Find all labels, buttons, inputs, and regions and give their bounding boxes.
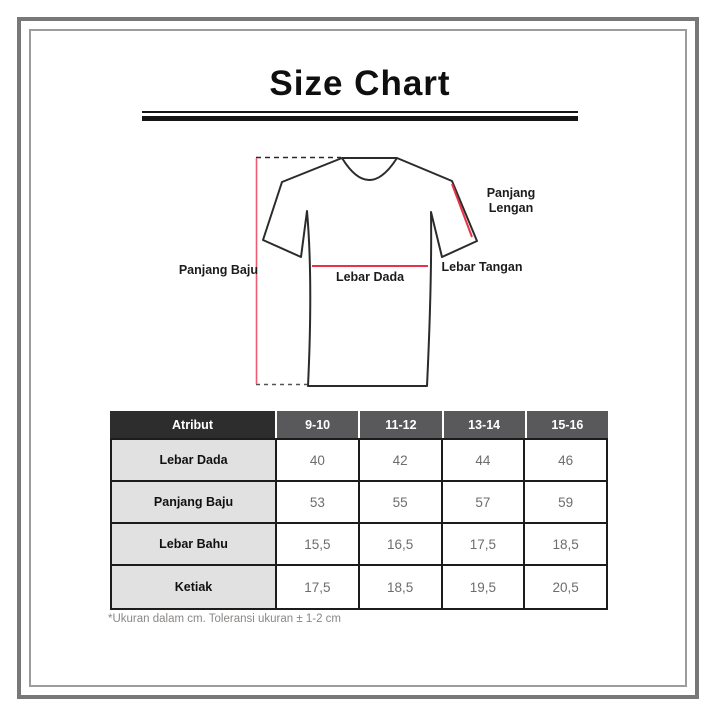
title-rule-thick bbox=[142, 116, 578, 121]
cell-value: 53 bbox=[277, 482, 360, 522]
title-rule-thin bbox=[142, 111, 578, 113]
cell-value: 20,5 bbox=[525, 566, 606, 608]
row-label: Panjang Baju bbox=[112, 482, 277, 522]
table-row-lebar-dada: Lebar Dada 40 42 44 46 bbox=[112, 440, 606, 482]
page-title: Size Chart bbox=[269, 64, 451, 103]
outer-frame-border bbox=[17, 17, 699, 699]
cell-value: 46 bbox=[525, 440, 606, 480]
header-cell-atribut: Atribut bbox=[110, 411, 277, 438]
row-label: Lebar Bahu bbox=[112, 524, 277, 564]
lebar-tangan-label: Lebar Tangan bbox=[441, 260, 523, 274]
cell-value: 55 bbox=[359, 482, 443, 522]
inner-frame-border bbox=[29, 29, 687, 687]
panjang-lengan-measure-line bbox=[451, 183, 473, 238]
cell-value: 40 bbox=[277, 440, 360, 480]
panjang-baju-label: Panjang Baju bbox=[178, 263, 258, 277]
cell-value: 17,5 bbox=[277, 566, 360, 608]
size-table: Atribut 9-10 11-12 13-14 15-16 Lebar Dad… bbox=[110, 411, 608, 610]
cell-value: 59 bbox=[525, 482, 606, 522]
cell-value: 16,5 bbox=[359, 524, 443, 564]
cell-value: 19,5 bbox=[442, 566, 526, 608]
cell-value: 44 bbox=[442, 440, 526, 480]
table-row-ketiak: Ketiak 17,5 18,5 19,5 20,5 bbox=[112, 566, 606, 608]
tshirt-outline bbox=[262, 157, 478, 387]
row-label: Ketiak bbox=[112, 566, 277, 608]
panjang-lengan-label: Panjang Lengan bbox=[486, 186, 536, 215]
size-table-header-row: Atribut 9-10 11-12 13-14 15-16 bbox=[110, 411, 608, 438]
cell-value: 42 bbox=[359, 440, 443, 480]
table-row-panjang-baju: Panjang Baju 53 55 57 59 bbox=[112, 482, 606, 524]
tshirt-measurement-diagram bbox=[255, 156, 478, 387]
cell-value: 18,5 bbox=[525, 524, 606, 564]
header-cell-size-9-10: 9-10 bbox=[277, 411, 361, 438]
cell-value: 57 bbox=[442, 482, 526, 522]
header-cell-size-15-16: 15-16 bbox=[526, 411, 608, 438]
measurement-footnote: *Ukuran dalam cm. Toleransi ukuran ± 1-2… bbox=[108, 613, 341, 625]
header-cell-size-11-12: 11-12 bbox=[360, 411, 444, 438]
lebar-dada-label: Lebar Dada bbox=[335, 270, 405, 284]
size-table-body: Lebar Dada 40 42 44 46 Panjang Baju 53 5… bbox=[110, 438, 608, 610]
row-label: Lebar Dada bbox=[112, 440, 277, 480]
table-row-lebar-bahu: Lebar Bahu 15,5 16,5 17,5 18,5 bbox=[112, 524, 606, 566]
cell-value: 18,5 bbox=[359, 566, 443, 608]
cell-value: 15,5 bbox=[277, 524, 360, 564]
header-cell-size-13-14: 13-14 bbox=[443, 411, 527, 438]
cell-value: 17,5 bbox=[442, 524, 526, 564]
